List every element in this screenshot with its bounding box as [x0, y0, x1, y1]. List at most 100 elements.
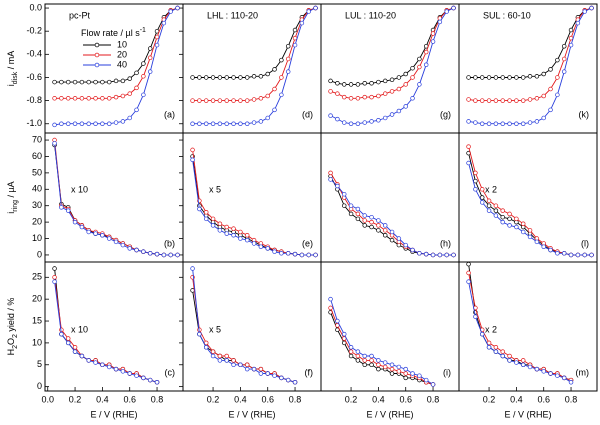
data-point [355, 211, 361, 217]
y-tick-label: 25 [32, 272, 42, 282]
series-line [192, 290, 296, 383]
data-point [527, 97, 533, 102]
data-point [279, 92, 284, 98]
data-point [285, 56, 291, 62]
panel-frame [44, 261, 184, 392]
data-point [59, 331, 64, 337]
data-point [203, 345, 209, 350]
data-point [86, 358, 91, 363]
series-line [54, 281, 158, 383]
data-point [161, 252, 167, 258]
panel-frame [458, 261, 598, 392]
data-point [417, 373, 422, 378]
data-point [362, 353, 367, 359]
data-point [231, 98, 236, 103]
data-point [520, 358, 526, 363]
data-point [120, 93, 126, 99]
data-point [203, 216, 209, 222]
data-point [141, 61, 146, 66]
data-point [217, 121, 223, 126]
x-axis-label: E / V (RHE) [504, 409, 551, 419]
data-point [224, 224, 229, 230]
data-point [106, 121, 112, 126]
x-tick-label: 0.4 [372, 394, 385, 404]
data-point [210, 98, 216, 103]
x-tick-label: 0.6 [123, 394, 136, 404]
data-point [52, 141, 57, 146]
data-point [59, 205, 64, 210]
x-tick-label: 0.8 [151, 394, 164, 404]
data-point [210, 216, 216, 222]
data-point [217, 353, 223, 359]
data-point [244, 121, 250, 126]
data-point [479, 121, 485, 126]
data-point [479, 200, 485, 205]
text-part: i [6, 84, 16, 86]
legend-marker [94, 52, 100, 58]
data-point [568, 42, 574, 48]
data-point [417, 251, 422, 256]
x-tick-label: 0.6 [537, 394, 550, 404]
data-point [127, 371, 132, 376]
data-point [238, 362, 243, 368]
data-point [486, 98, 492, 103]
data-point [348, 349, 354, 354]
data-point [335, 116, 340, 122]
data-point [493, 98, 499, 103]
data-point [355, 96, 361, 101]
data-point [265, 371, 270, 376]
data-point [575, 20, 581, 26]
series-line [192, 7, 316, 102]
data-point [389, 77, 395, 83]
data-point [72, 345, 78, 350]
data-point [72, 219, 78, 225]
data-point [520, 121, 526, 126]
data-point [65, 340, 71, 346]
data-point [486, 345, 492, 350]
data-point [527, 120, 533, 125]
data-point [52, 79, 57, 85]
data-point [258, 74, 264, 79]
data-point [127, 76, 132, 81]
data-point [493, 208, 499, 213]
data-point [376, 228, 381, 233]
data-point [279, 375, 284, 381]
data-point [306, 252, 311, 258]
panel-frame [182, 261, 322, 392]
legend-label: 20 [117, 49, 127, 59]
data-point [190, 75, 195, 80]
data-point [72, 79, 78, 85]
data-point [507, 98, 512, 103]
data-point [355, 206, 361, 212]
data-point [52, 122, 57, 128]
panel-label: (c) [165, 367, 176, 377]
data-point [410, 371, 415, 376]
data-point [534, 366, 540, 372]
data-point [444, 252, 449, 258]
data-point [520, 229, 526, 235]
data-point [493, 203, 499, 208]
data-point [451, 252, 456, 258]
data-point [279, 57, 284, 63]
series-line [468, 272, 572, 381]
data-point [147, 55, 153, 61]
annotation: x 2 [485, 184, 497, 194]
legend-label: 40 [117, 59, 127, 69]
data-point [65, 121, 71, 126]
data-point [134, 373, 139, 378]
data-point [493, 345, 499, 350]
data-point [479, 195, 485, 200]
data-point [396, 369, 402, 374]
annotation: x 5 [209, 324, 221, 334]
panel-title: pc-Pt [69, 10, 91, 20]
data-point [417, 64, 422, 70]
y-tick-label: 20 [32, 216, 42, 226]
data-point [466, 160, 471, 166]
x-tick-label: 0.4 [510, 394, 523, 404]
data-point [355, 358, 361, 363]
data-point [292, 27, 298, 33]
panel-frame [320, 132, 460, 263]
data-point [231, 358, 236, 363]
data-point [120, 369, 126, 374]
data-point [507, 358, 512, 363]
